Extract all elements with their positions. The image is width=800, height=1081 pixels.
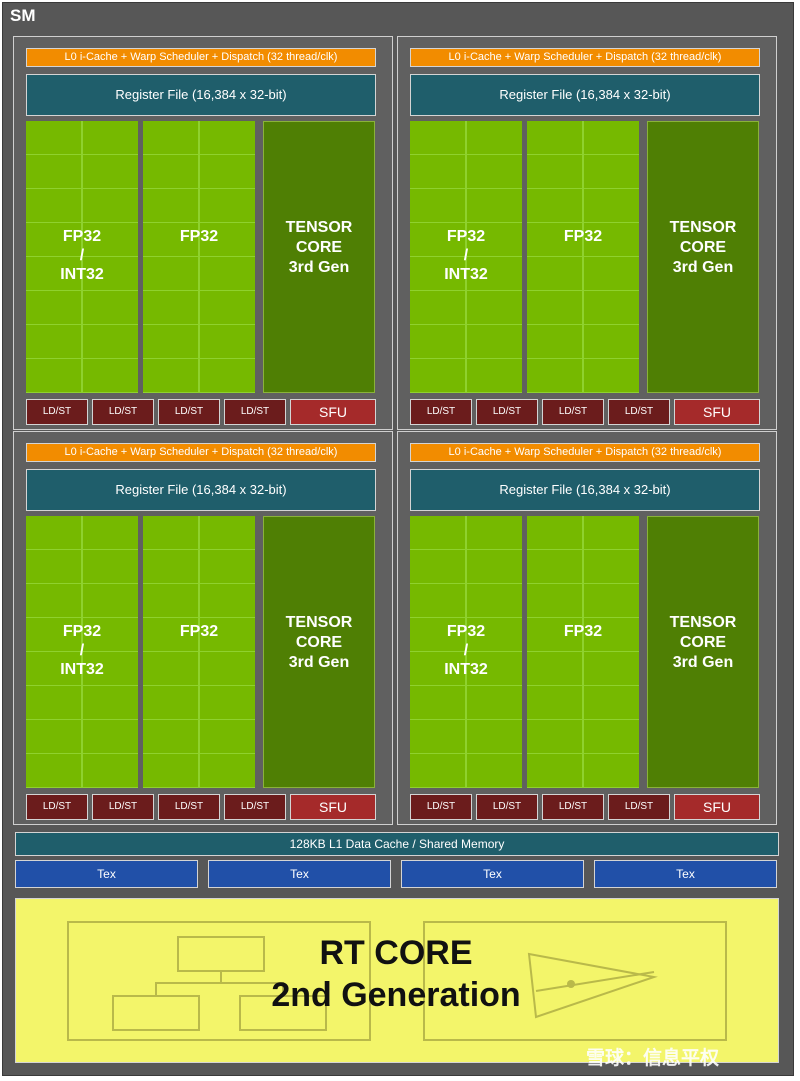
- core-label-line: FP32: [446, 228, 486, 245]
- tensor-label-line: CORE: [679, 634, 727, 651]
- tensor-core: TENSOR CORE 3rd Gen: [263, 121, 375, 393]
- rt-core-background-illustration: [67, 921, 727, 1041]
- register-file: Register File (16,384 x 32-bit): [26, 74, 376, 116]
- bvh-connector: [221, 982, 284, 996]
- ldst-unit: LD/ST: [410, 399, 472, 425]
- ldst-unit: LD/ST: [542, 794, 604, 820]
- sm-title: SM: [10, 6, 36, 25]
- warp-scheduler: L0 i-Cache + Warp Scheduler + Dispatch (…: [410, 48, 760, 67]
- ldst-unit: LD/ST: [26, 794, 88, 820]
- tensor-label-line: 3rd Gen: [672, 654, 734, 671]
- sfu-unit: SFU: [674, 399, 760, 425]
- core-label-line: /: [463, 642, 469, 659]
- core-label: FP32: [179, 228, 219, 245]
- intersection-diagram-frame: [423, 921, 727, 1041]
- ldst-unit: LD/ST: [608, 399, 670, 425]
- register-file: Register File (16,384 x 32-bit): [410, 469, 760, 511]
- core-label-line: INT32: [444, 266, 488, 283]
- core-label: FP32: [179, 623, 219, 640]
- ldst-unit: LD/ST: [158, 399, 220, 425]
- core-label-line: FP32: [62, 228, 102, 245]
- rt-core-title-line1: RT CORE: [319, 934, 473, 972]
- processing-block: L0 i-Cache + Warp Scheduler + Dispatch (…: [13, 36, 393, 430]
- fp32-core: FP32: [143, 121, 255, 393]
- core-label-line: INT32: [60, 661, 104, 678]
- tensor-label-line: 3rd Gen: [672, 259, 734, 276]
- ldst-unit: LD/ST: [608, 794, 670, 820]
- tensor-label-line: TENSOR: [669, 219, 737, 236]
- tex-unit: Tex: [401, 860, 584, 888]
- fp32-int32-core: FP32 / INT32: [410, 121, 522, 393]
- fp32-int32-core: FP32 / INT32: [410, 516, 522, 788]
- core-label: FP32: [563, 228, 603, 245]
- ldst-unit: LD/ST: [542, 399, 604, 425]
- rt-core: RT CORE 2nd Generation: [15, 898, 779, 1063]
- tensor-core: TENSOR CORE 3rd Gen: [263, 516, 375, 788]
- tensor-label-line: CORE: [679, 239, 727, 256]
- l1-data-cache: 128KB L1 Data Cache / Shared Memory: [15, 832, 779, 856]
- ldst-unit: LD/ST: [224, 794, 286, 820]
- intersection-point: [567, 980, 575, 988]
- tensor-core: TENSOR CORE 3rd Gen: [647, 121, 759, 393]
- tensor-label-line: CORE: [295, 634, 343, 651]
- ldst-unit: LD/ST: [92, 399, 154, 425]
- processing-block: L0 i-Cache + Warp Scheduler + Dispatch (…: [397, 431, 777, 825]
- fp32-core: FP32: [527, 121, 639, 393]
- fp32-core: FP32: [527, 516, 639, 788]
- tensor-label-line: 3rd Gen: [288, 259, 350, 276]
- ldst-unit: LD/ST: [476, 794, 538, 820]
- bvh-diagram-frame: [67, 921, 371, 1041]
- ldst-unit: LD/ST: [26, 399, 88, 425]
- tensor-core: TENSOR CORE 3rd Gen: [647, 516, 759, 788]
- core-label: FP32: [563, 623, 603, 640]
- warp-scheduler: L0 i-Cache + Warp Scheduler + Dispatch (…: [410, 443, 760, 462]
- rt-core-title-line2: 2nd Generation: [271, 976, 521, 1014]
- core-label-line: INT32: [60, 266, 104, 283]
- core-label-line: FP32: [446, 623, 486, 640]
- triangle-shape: [527, 952, 658, 1019]
- bvh-connector: [155, 971, 222, 996]
- fp32-core: FP32: [143, 516, 255, 788]
- tensor-label-line: TENSOR: [669, 614, 737, 631]
- tex-unit: Tex: [594, 860, 777, 888]
- fp32-int32-core: FP32 / INT32: [26, 121, 138, 393]
- core-label-line: INT32: [444, 661, 488, 678]
- ldst-unit: LD/ST: [92, 794, 154, 820]
- tensor-label-line: 3rd Gen: [288, 654, 350, 671]
- fp32-int32-core: FP32 / INT32: [26, 516, 138, 788]
- processing-block: L0 i-Cache + Warp Scheduler + Dispatch (…: [397, 36, 777, 430]
- sfu-unit: SFU: [290, 794, 376, 820]
- register-file: Register File (16,384 x 32-bit): [26, 469, 376, 511]
- bvh-node-box: [112, 995, 200, 1031]
- ldst-unit: LD/ST: [410, 794, 472, 820]
- sfu-unit: SFU: [290, 399, 376, 425]
- ldst-unit: LD/ST: [476, 399, 538, 425]
- core-label-line: /: [79, 247, 85, 264]
- core-label-line: /: [463, 247, 469, 264]
- tex-unit: Tex: [208, 860, 391, 888]
- warp-scheduler: L0 i-Cache + Warp Scheduler + Dispatch (…: [26, 443, 376, 462]
- watermark-text: 雪球：信息平权: [586, 1047, 720, 1069]
- processing-block: L0 i-Cache + Warp Scheduler + Dispatch (…: [13, 431, 393, 825]
- rt-core-title: RT CORE 2nd Generation: [196, 932, 596, 1016]
- tensor-label-line: TENSOR: [285, 219, 353, 236]
- register-file: Register File (16,384 x 32-bit): [410, 74, 760, 116]
- core-label-line: FP32: [62, 623, 102, 640]
- tensor-label-line: CORE: [295, 239, 343, 256]
- warp-scheduler: L0 i-Cache + Warp Scheduler + Dispatch (…: [26, 48, 376, 67]
- ldst-unit: LD/ST: [158, 794, 220, 820]
- sfu-unit: SFU: [674, 794, 760, 820]
- core-label-line: /: [79, 642, 85, 659]
- ldst-unit: LD/ST: [224, 399, 286, 425]
- tex-unit: Tex: [15, 860, 198, 888]
- ray-line: [535, 971, 655, 992]
- tensor-label-line: TENSOR: [285, 614, 353, 631]
